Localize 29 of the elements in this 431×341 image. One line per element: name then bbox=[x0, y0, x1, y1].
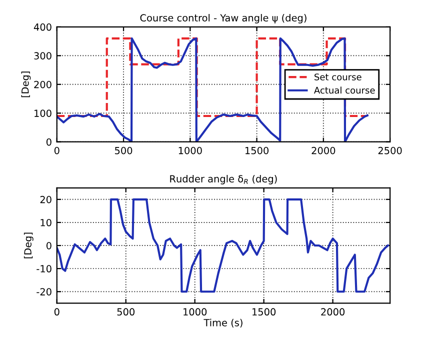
y-axis-title: [Deg] bbox=[21, 72, 31, 98]
y-tick-label: 10 bbox=[40, 218, 52, 226]
x-tick-label: 0 bbox=[54, 308, 60, 316]
y-tick-label: -10 bbox=[36, 265, 52, 272]
line-series bbox=[56, 198, 390, 293]
y-tick-label: -20 bbox=[36, 288, 52, 296]
legend-label: Actual course bbox=[314, 86, 375, 94]
legend-label: Set course bbox=[314, 74, 362, 80]
y-tick-label: 20 bbox=[40, 196, 52, 204]
x-tick-label: 500 bbox=[114, 146, 132, 154]
chart-title: Rudder angle δ$_{R}$ (deg) bbox=[170, 174, 277, 184]
x-tick-label: 2000 bbox=[312, 146, 336, 154]
x-tick-label: 0 bbox=[54, 146, 60, 154]
y-tick-label: 0 bbox=[46, 242, 52, 250]
y-axis-title: [Deg] bbox=[24, 232, 34, 258]
x-tick-label: 1500 bbox=[252, 308, 276, 316]
y-tick-label: 400 bbox=[34, 23, 52, 31]
x-tick-label: 1500 bbox=[245, 146, 269, 154]
y-tick-label: 0 bbox=[46, 138, 52, 146]
chart-title: Course control - Yaw angle ψ (deg) bbox=[140, 14, 306, 24]
x-axis-title: Time (s) bbox=[204, 318, 242, 328]
y-tick-label: 100 bbox=[34, 110, 52, 117]
y-tick-label: 300 bbox=[34, 52, 52, 60]
x-tick-label: 2000 bbox=[321, 308, 345, 316]
x-tick-label: 500 bbox=[117, 308, 134, 316]
y-tick-label: 200 bbox=[34, 80, 52, 88]
x-tick-label: 1000 bbox=[178, 146, 202, 154]
x-tick-label: 1000 bbox=[184, 308, 207, 316]
x-tick-label: 2500 bbox=[378, 146, 402, 154]
